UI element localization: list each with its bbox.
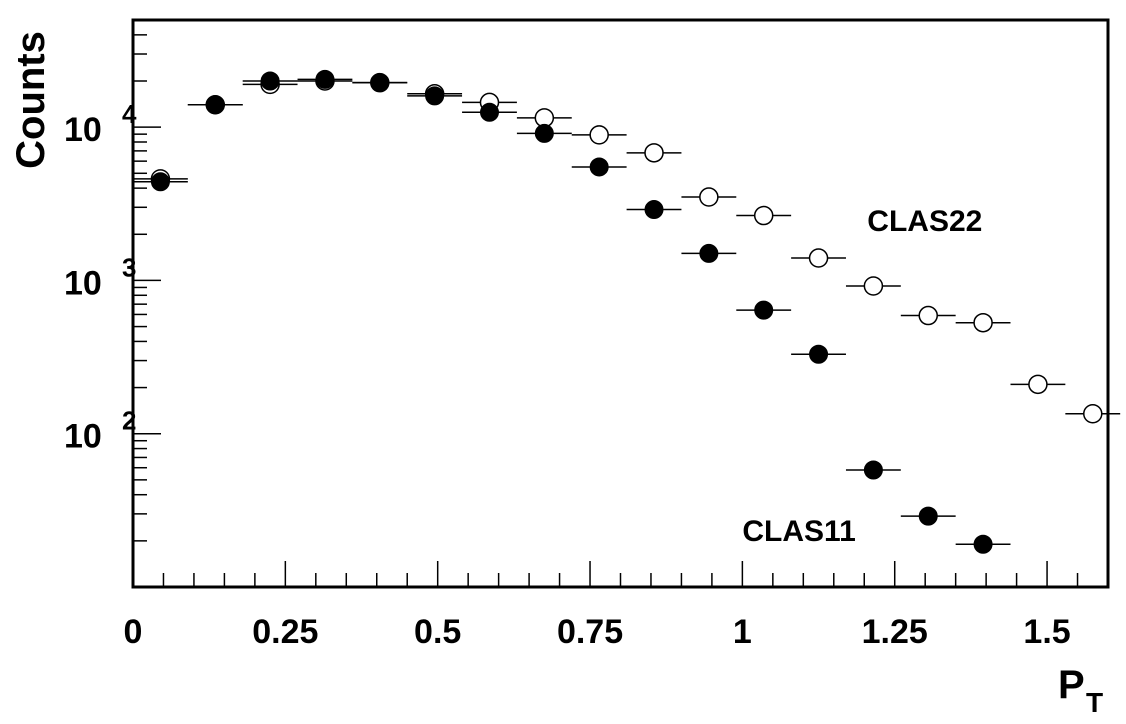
data-point-filled — [425, 86, 445, 106]
data-point-filled — [260, 71, 280, 91]
data-point-filled — [973, 534, 993, 554]
x-tick-label: 1 — [733, 613, 752, 651]
data-point-open — [973, 312, 993, 333]
data-point-filled — [644, 200, 664, 220]
data-point-filled — [205, 95, 225, 115]
y-tick-label-exponent: 2 — [122, 406, 136, 436]
data-point-filled — [589, 157, 609, 177]
axis-tick-labels: 0 0.25 0.5 0.75 1 1.25 1.5 10 2 10 3 10 4 — [64, 99, 1071, 651]
data-point-filled — [754, 300, 774, 320]
x-tick-label: 0.5 — [414, 613, 461, 651]
y-axis-title: Counts — [9, 31, 53, 169]
data-point-filled — [479, 102, 499, 122]
series-label-clas11: CLAS11 — [742, 515, 855, 548]
data-point-open — [1083, 403, 1103, 424]
data-point-open — [753, 205, 774, 226]
data-point-open — [808, 248, 829, 268]
data-point-filled — [534, 123, 554, 143]
x-axis-title-subscript: T — [1086, 687, 1103, 718]
y-tick-label-base: 10 — [64, 111, 102, 149]
data-point-filled — [150, 172, 170, 192]
series-clas22 — [133, 71, 1121, 424]
data-point-open — [1028, 374, 1048, 395]
data-point-open — [863, 276, 884, 296]
data-point-open — [589, 125, 609, 145]
plot-frame — [131, 18, 1110, 589]
x-axis-title: P — [1058, 663, 1085, 707]
data-point-filled — [918, 506, 938, 526]
x-tick-label: 0.75 — [557, 613, 623, 651]
data-point-filled — [370, 73, 390, 93]
x-tick-label: 1.25 — [862, 613, 928, 651]
data-point-filled — [699, 243, 719, 263]
data-series — [133, 69, 1121, 554]
data-point-filled — [315, 69, 335, 89]
x-tick-label: 0.25 — [252, 613, 318, 651]
series-clas11 — [133, 69, 1011, 554]
data-point-open — [699, 187, 719, 207]
y-tick-label-base: 10 — [64, 264, 102, 302]
y-tick-label-base: 10 — [64, 418, 102, 456]
x-tick-label: 1.5 — [1023, 613, 1070, 651]
series-labels: CLAS11 CLAS22 — [742, 205, 982, 548]
data-point-filled — [863, 460, 883, 480]
y-tick-label-exponent: 4 — [122, 99, 137, 129]
data-point-open — [644, 143, 664, 163]
data-point-open — [918, 305, 938, 326]
axis-ticks — [132, 19, 1109, 588]
y-tick-label-exponent: 3 — [122, 252, 136, 282]
series-label-clas22: CLAS22 — [867, 205, 982, 238]
x-tick-label: 0 — [124, 613, 143, 651]
data-point-filled — [809, 344, 829, 364]
